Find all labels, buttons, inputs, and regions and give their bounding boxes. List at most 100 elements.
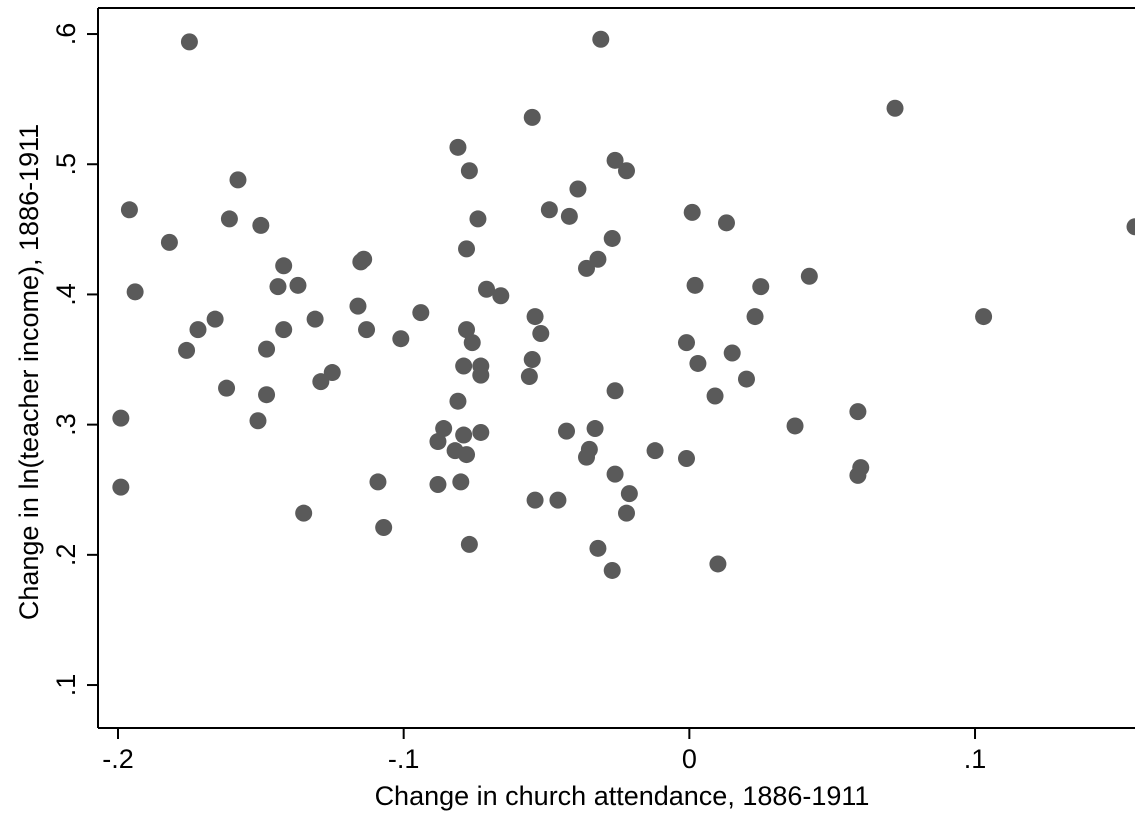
data-point bbox=[463, 334, 481, 352]
data-point bbox=[586, 420, 604, 438]
data-point bbox=[606, 151, 624, 169]
data-point bbox=[492, 287, 510, 305]
data-point bbox=[460, 162, 478, 180]
data-point bbox=[269, 278, 287, 296]
data-point bbox=[523, 351, 541, 369]
data-point bbox=[306, 310, 324, 328]
data-point bbox=[435, 420, 453, 438]
data-point bbox=[752, 278, 770, 296]
data-point bbox=[746, 308, 764, 326]
data-point bbox=[120, 201, 138, 219]
data-point bbox=[258, 386, 276, 404]
data-point bbox=[469, 210, 487, 228]
y-tick-label: .5 bbox=[51, 153, 81, 176]
data-point bbox=[606, 465, 624, 483]
y-tick-label: .6 bbox=[51, 23, 81, 46]
data-point bbox=[429, 433, 447, 451]
data-point bbox=[606, 382, 624, 400]
data-point bbox=[323, 364, 341, 382]
data-point bbox=[392, 330, 410, 348]
data-point bbox=[549, 491, 567, 509]
y-tick-label: .2 bbox=[51, 544, 81, 567]
data-point bbox=[786, 417, 804, 435]
data-point bbox=[617, 162, 635, 180]
data-point bbox=[375, 518, 393, 536]
x-tick-label: 0 bbox=[682, 744, 697, 774]
data-point bbox=[646, 442, 664, 460]
data-point bbox=[460, 535, 478, 553]
data-point bbox=[218, 379, 236, 397]
data-point bbox=[160, 233, 178, 251]
data-point bbox=[800, 267, 818, 285]
data-point bbox=[592, 30, 610, 48]
data-point bbox=[526, 491, 544, 509]
x-tick-label: -.1 bbox=[388, 744, 420, 774]
data-point bbox=[689, 354, 707, 372]
data-point bbox=[603, 229, 621, 247]
y-tick-label: .1 bbox=[51, 674, 81, 697]
data-point bbox=[589, 250, 607, 268]
data-point bbox=[452, 473, 470, 491]
data-point bbox=[358, 321, 376, 339]
data-point bbox=[352, 253, 370, 271]
x-axis-label: Change in church attendance, 1886-1911 bbox=[375, 781, 870, 811]
data-point bbox=[1126, 218, 1135, 236]
data-point bbox=[560, 207, 578, 225]
data-point bbox=[180, 33, 198, 51]
data-points bbox=[112, 30, 1135, 579]
data-point bbox=[455, 426, 473, 444]
data-point bbox=[312, 373, 330, 391]
data-point bbox=[717, 214, 735, 232]
data-point bbox=[472, 366, 490, 384]
data-point bbox=[412, 304, 430, 322]
data-point bbox=[206, 310, 224, 328]
data-point bbox=[455, 357, 473, 375]
data-point bbox=[886, 99, 904, 117]
data-point bbox=[369, 473, 387, 491]
data-point bbox=[849, 466, 867, 484]
data-point bbox=[289, 276, 307, 294]
data-point bbox=[849, 403, 867, 421]
axes: -.2 -.1 0 .1 .1 .2 .3 .4 .5 .6 bbox=[51, 7, 1135, 774]
data-point bbox=[589, 539, 607, 557]
y-axis-label: Change in ln(teacher income), 1886-1911 bbox=[14, 124, 44, 620]
data-point bbox=[520, 367, 538, 385]
data-point bbox=[126, 283, 144, 301]
data-point bbox=[458, 240, 476, 258]
data-point bbox=[189, 321, 207, 339]
data-point bbox=[709, 555, 727, 573]
data-point bbox=[617, 504, 635, 522]
data-point bbox=[478, 280, 496, 298]
data-point bbox=[578, 259, 596, 277]
data-point bbox=[229, 171, 247, 189]
data-point bbox=[677, 449, 695, 467]
y-tick-label: .3 bbox=[51, 413, 81, 436]
data-point bbox=[723, 344, 741, 362]
data-point bbox=[349, 297, 367, 315]
data-point bbox=[249, 412, 267, 430]
data-point bbox=[295, 504, 313, 522]
data-point bbox=[523, 108, 541, 126]
data-point bbox=[258, 340, 276, 358]
data-point bbox=[975, 308, 993, 326]
data-point bbox=[429, 476, 447, 494]
data-point bbox=[449, 392, 467, 410]
data-point bbox=[558, 422, 576, 440]
data-point bbox=[578, 448, 596, 466]
data-point bbox=[178, 341, 196, 359]
data-point bbox=[112, 409, 130, 427]
data-point bbox=[458, 321, 476, 339]
x-tick-label: -.2 bbox=[102, 744, 134, 774]
data-point bbox=[677, 334, 695, 352]
x-tick-label: .1 bbox=[964, 744, 987, 774]
data-point bbox=[112, 478, 130, 496]
data-point bbox=[472, 423, 490, 441]
data-point bbox=[737, 370, 755, 388]
data-point bbox=[603, 561, 621, 579]
data-point bbox=[569, 180, 587, 198]
data-point bbox=[620, 485, 638, 503]
data-point bbox=[706, 387, 724, 405]
data-point bbox=[540, 201, 558, 219]
data-point bbox=[458, 446, 476, 464]
